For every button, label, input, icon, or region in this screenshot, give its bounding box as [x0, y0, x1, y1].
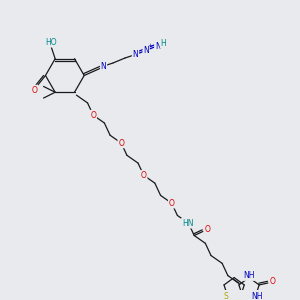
- Text: N: N: [143, 46, 149, 55]
- Text: O: O: [169, 199, 175, 208]
- Text: O: O: [118, 139, 124, 148]
- Text: HN: HN: [182, 219, 193, 228]
- Text: +: +: [147, 43, 153, 48]
- Text: O: O: [204, 225, 210, 234]
- Text: O: O: [90, 111, 96, 120]
- Text: N: N: [101, 62, 106, 71]
- Text: O: O: [141, 171, 147, 180]
- Text: NH: NH: [243, 271, 255, 280]
- Text: N: N: [155, 42, 161, 51]
- Text: S: S: [224, 292, 228, 300]
- Text: NH: NH: [251, 292, 263, 300]
- Text: O: O: [270, 277, 276, 286]
- Text: N: N: [133, 50, 138, 59]
- Text: O: O: [32, 85, 38, 94]
- Text: HO: HO: [46, 38, 57, 47]
- Text: H: H: [161, 39, 167, 48]
